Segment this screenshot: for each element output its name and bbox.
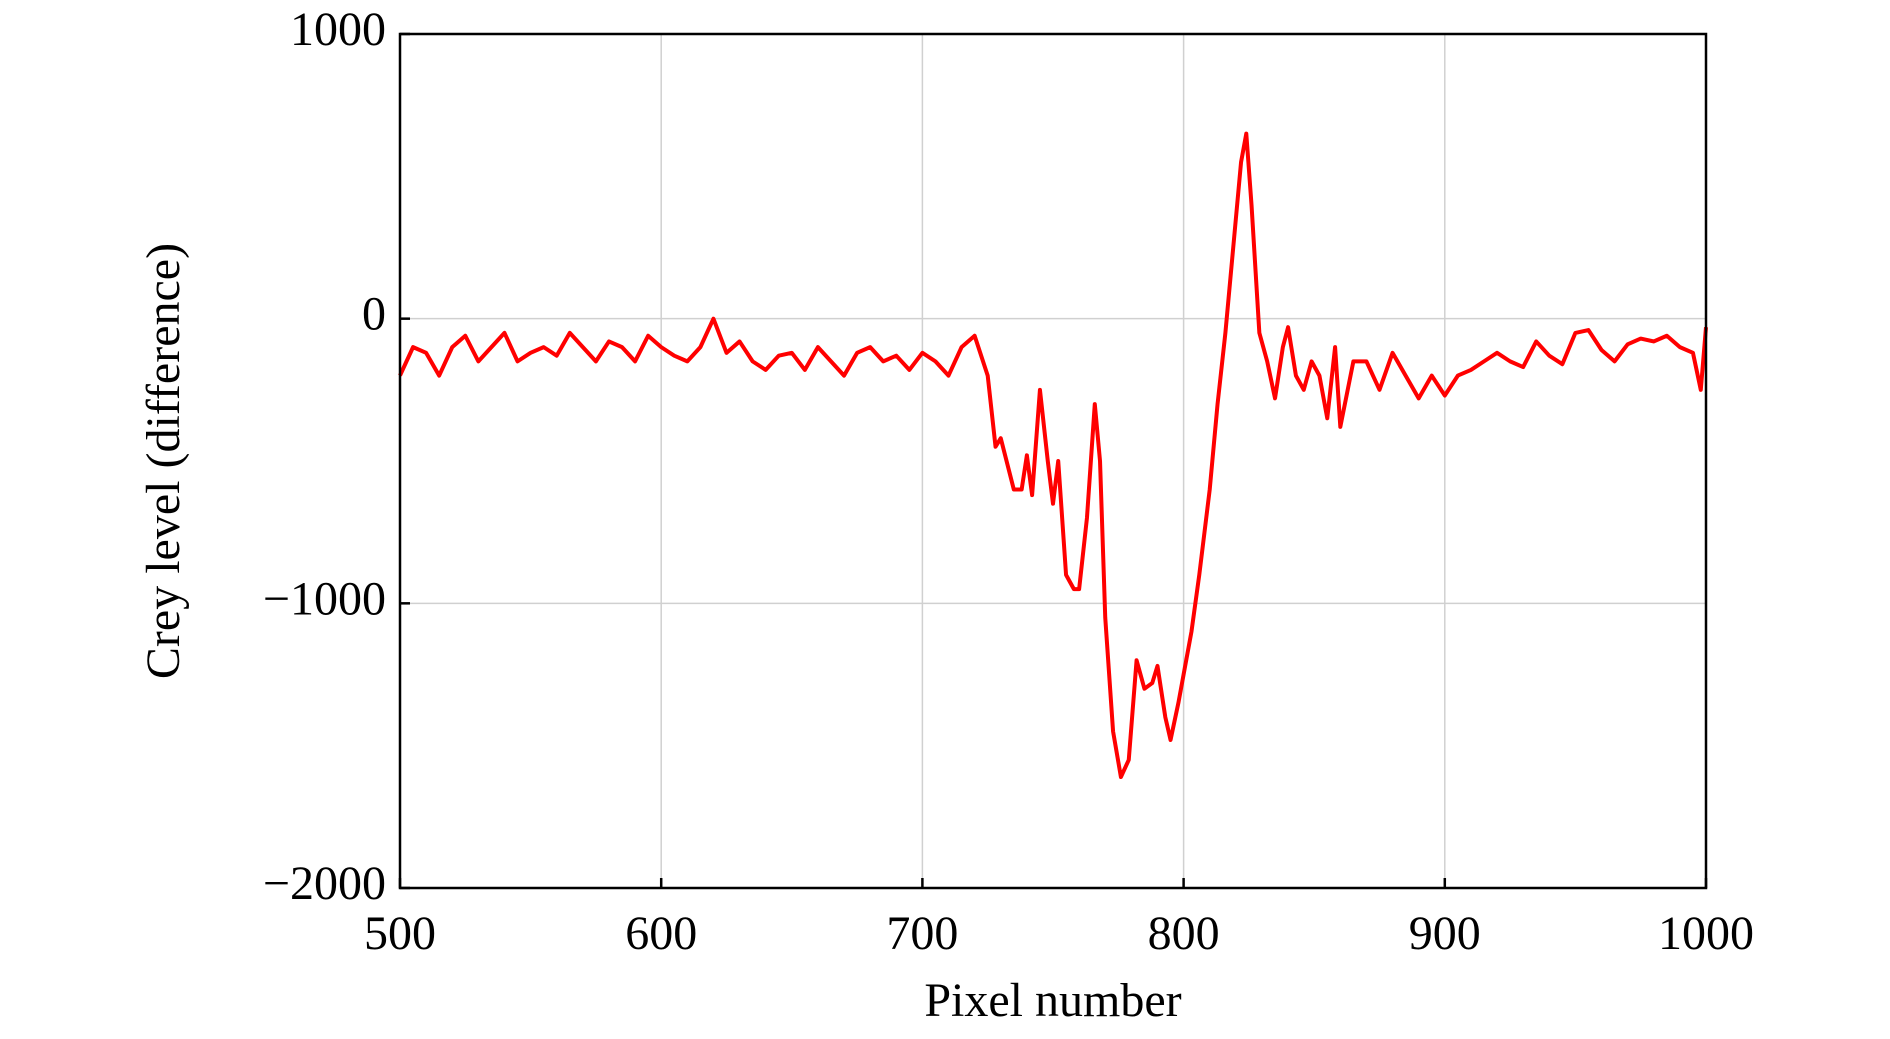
x-tick-label: 600 bbox=[625, 907, 697, 960]
y-axis-label: Crey level (difference) bbox=[137, 243, 190, 679]
x-tick-label: 500 bbox=[364, 907, 436, 960]
data-line bbox=[398, 131, 1708, 779]
y-tick-label: 1000 bbox=[290, 3, 386, 56]
plot-frame bbox=[398, 32, 1708, 890]
y-tick-label: 0 bbox=[362, 288, 386, 341]
x-tick-label: 700 bbox=[886, 907, 958, 960]
x-tick-label: 1000 bbox=[1658, 907, 1754, 960]
x-tick-label: 800 bbox=[1148, 907, 1220, 960]
x-axis-label: Pixel number bbox=[924, 974, 1181, 1027]
y-tick-label: −2000 bbox=[263, 857, 386, 910]
x-tick-label: 900 bbox=[1409, 907, 1481, 960]
y-tick-label: −1000 bbox=[263, 572, 386, 625]
